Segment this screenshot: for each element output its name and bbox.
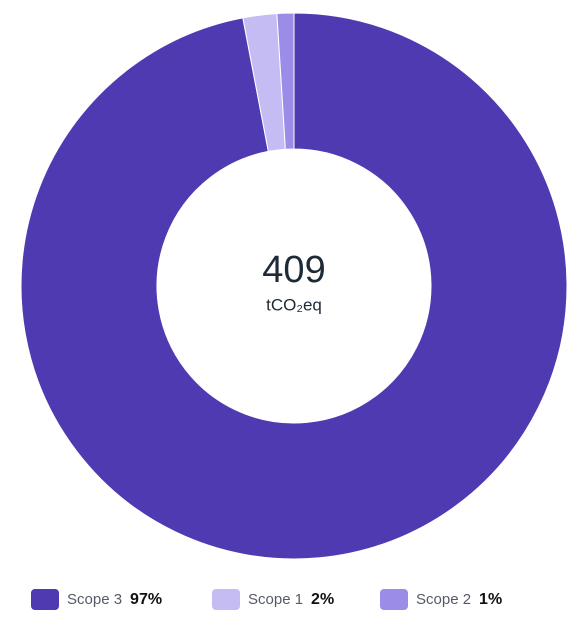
legend-label: Scope 2 — [416, 591, 471, 608]
legend-value: 2% — [311, 591, 334, 608]
legend-label: Scope 1 — [248, 591, 303, 608]
legend: Scope 3 97% Scope 1 2% Scope 2 1% — [31, 589, 502, 610]
legend-swatch — [212, 589, 240, 610]
legend-swatch — [380, 589, 408, 610]
donut — [20, 12, 568, 560]
donut-slice — [20, 12, 568, 560]
legend-label: Scope 3 — [67, 591, 122, 608]
legend-swatch — [31, 589, 59, 610]
legend-value: 1% — [479, 591, 502, 608]
donut-slice — [276, 12, 295, 150]
legend-value: 97% — [130, 591, 162, 608]
center-value: 409 — [262, 249, 325, 291]
center-unit: tCO₂eq — [266, 295, 322, 314]
